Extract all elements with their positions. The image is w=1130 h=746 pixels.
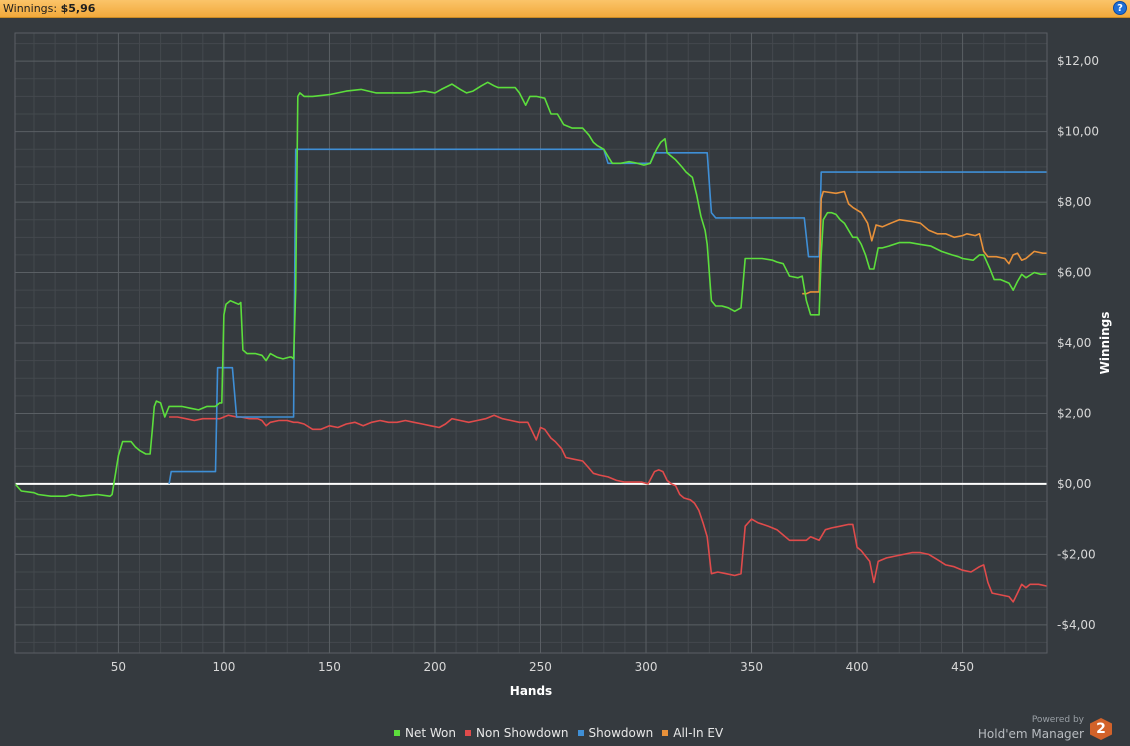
x-tick-label: 150 (318, 660, 341, 674)
x-tick-label: 250 (529, 660, 552, 674)
legend-label: All-In EV (673, 726, 724, 740)
y-tick-label: $6,00 (1057, 266, 1091, 280)
powered-by-text: Powered by (1031, 715, 1084, 725)
series-line-net-won (14, 81, 1048, 497)
x-tick-label: 50 (111, 660, 126, 674)
legend-item-showdown[interactable]: Showdown (577, 726, 654, 740)
y-tick-label: $8,00 (1057, 195, 1091, 209)
x-tick-label: 400 (846, 660, 869, 674)
winnings-chart: 50 100 150 200 250 300 350 400 450 $12,00 $10,00 $8… (14, 32, 1112, 698)
chart-axes: 50 100 150 200 250 300 350 400 450 $12,00 $10,00 $8… (14, 32, 1112, 698)
y-tick-label: -$2,00 (1057, 547, 1096, 561)
x-tick-label: 300 (635, 660, 658, 674)
series-line-all-in-ev (802, 190, 1047, 295)
legend-swatch (465, 730, 471, 736)
y-axis-title: Winnings (1098, 312, 1112, 375)
series-line-showdown (168, 148, 1047, 485)
y-tick-label: $10,00 (1057, 125, 1099, 139)
x-tick-label: 100 (212, 660, 235, 674)
legend-item-all-in-ev[interactable]: All-In EV (662, 726, 723, 740)
winnings-label: Winnings: (3, 2, 58, 15)
x-tick-label: 450 (951, 660, 974, 674)
x-tick-label: 200 (424, 660, 447, 674)
help-icon[interactable]: ? (1113, 1, 1127, 15)
plot-border (14, 32, 1048, 654)
chart-grid (15, 33, 1047, 653)
brand-name: Hold'em Manager (977, 727, 1084, 741)
legend-item-net-won[interactable]: Net Won (394, 726, 456, 740)
legend-item-non-showdown[interactable]: Non Showdown (465, 726, 569, 740)
legend-label: Non Showdown (476, 726, 569, 740)
legend-swatch (662, 730, 669, 736)
winnings-summary: Winnings: $5,96 (3, 2, 95, 15)
header-bar: Winnings: $5,96 ? (0, 0, 1130, 18)
series-line-non-showdown (169, 414, 1048, 603)
y-tick-label: $12,00 (1057, 54, 1099, 68)
y-tick-label: $0,00 (1057, 477, 1091, 491)
y-tick-label: $2,00 (1057, 406, 1091, 420)
y-tick-label: $4,00 (1057, 336, 1091, 350)
chart-series (14, 81, 1048, 603)
legend-swatch (577, 730, 584, 736)
legend-swatch (394, 730, 400, 736)
x-axis-title: Hands (510, 684, 552, 698)
x-tick-label: 350 (740, 660, 763, 674)
winnings-value: $5,96 (60, 2, 96, 15)
y-tick-label: -$4,00 (1057, 618, 1096, 632)
legend-label: Net Won (405, 726, 456, 740)
chart-legend: Net Won Non Showdown Showdown All-In EV (394, 725, 732, 741)
branding: Powered by Hold'em Manager 2 (978, 715, 1116, 743)
brand-logo-icon: 2 (1090, 718, 1112, 740)
legend-label: Showdown (588, 726, 654, 740)
